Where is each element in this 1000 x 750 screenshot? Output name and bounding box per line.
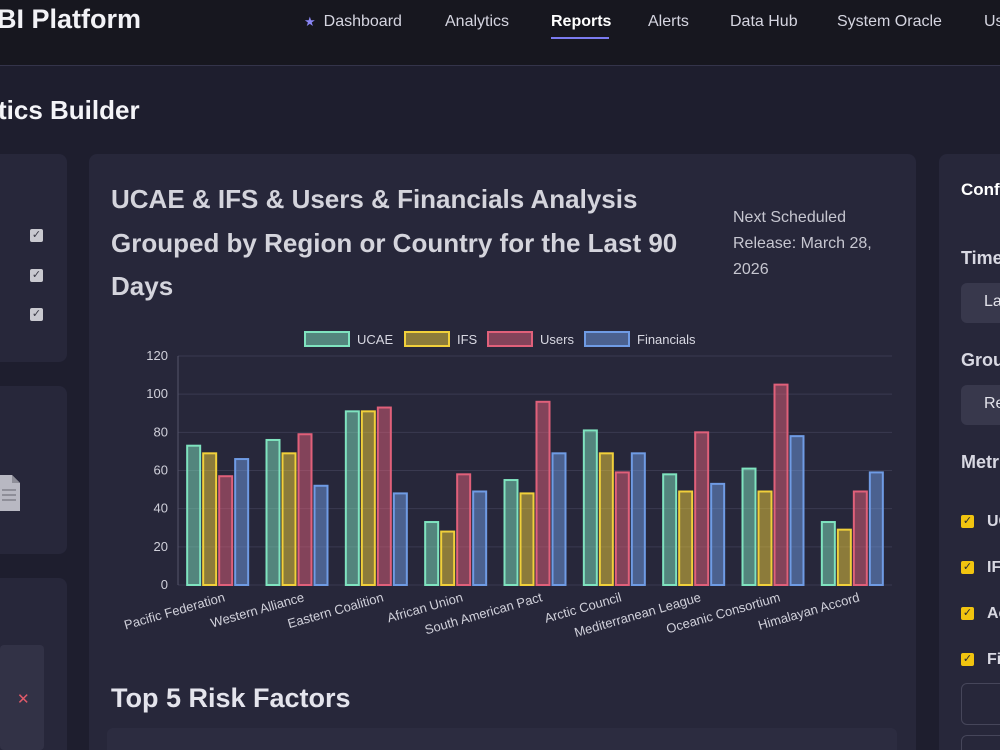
bar xyxy=(551,452,567,586)
bar xyxy=(313,484,329,586)
risk-factors-panel xyxy=(107,728,897,750)
y-tick-label: 40 xyxy=(154,501,168,516)
nav-dashboard[interactable]: ★ Dashboard xyxy=(304,12,402,32)
brand-title: BI Platform xyxy=(0,4,142,34)
chart-title: UCAE & IFS & Users & Financials Analysis… xyxy=(111,184,678,301)
bar xyxy=(662,473,678,586)
bar xyxy=(281,452,297,586)
metric-checkbox[interactable]: ✓ xyxy=(961,561,974,574)
metric-checkbox[interactable]: ✓ xyxy=(961,653,974,666)
config-title: Conf xyxy=(961,180,1000,199)
metrics-label: Metr xyxy=(961,452,1000,472)
config-input[interactable] xyxy=(961,735,1000,750)
bar xyxy=(186,444,202,586)
legend-label: IFS xyxy=(457,332,478,347)
metric-label: Fi xyxy=(987,651,1000,668)
bar xyxy=(360,410,376,587)
bar xyxy=(614,471,630,587)
y-tick-label: 0 xyxy=(161,577,168,592)
legend-swatch xyxy=(404,331,450,347)
bar xyxy=(773,383,789,586)
legend-swatch xyxy=(584,331,630,347)
legend-swatch xyxy=(487,331,533,347)
legend-label: UCAE xyxy=(357,332,393,347)
top-navbar: BI Platform ★ Dashboard Analytics Reports… xyxy=(0,0,1000,66)
section-title: Top 5 Risk Factors xyxy=(111,683,351,713)
close-icon[interactable]: ✕ xyxy=(17,691,30,708)
config-panel xyxy=(939,154,1000,750)
config-input[interactable] xyxy=(961,683,1000,725)
legend-swatch xyxy=(304,331,350,347)
active-tab-indicator xyxy=(551,37,609,39)
nav-alerts[interactable]: Alerts xyxy=(648,13,689,30)
bar xyxy=(741,467,757,586)
bar xyxy=(535,400,551,586)
bar xyxy=(694,431,710,587)
bar xyxy=(598,452,614,586)
bar xyxy=(424,521,440,586)
legend-label: Financials xyxy=(637,332,696,347)
filter-checkbox[interactable]: ✓ xyxy=(30,229,43,242)
y-tick-label: 100 xyxy=(146,386,168,401)
release-note: Next Scheduled Release: March 28, 2026 xyxy=(733,209,872,278)
bar xyxy=(820,521,836,586)
filter-checkbox[interactable]: ✓ xyxy=(30,269,43,282)
nav-system-oracle[interactable]: System Oracle xyxy=(837,13,942,30)
left-filter-panel xyxy=(0,154,67,362)
bar xyxy=(265,438,281,587)
bar xyxy=(297,433,313,586)
y-tick-label: 60 xyxy=(154,463,168,478)
list-item[interactable] xyxy=(0,645,44,750)
bar xyxy=(789,435,805,587)
bar xyxy=(440,530,456,586)
bar xyxy=(678,490,694,586)
nav-reports[interactable]: Reports xyxy=(551,13,612,30)
group-label: Grou xyxy=(961,350,1000,370)
nav-data-hub[interactable]: Data Hub xyxy=(730,13,798,30)
bar xyxy=(630,452,646,586)
metric-label: UC xyxy=(987,513,1000,530)
bar xyxy=(519,492,535,586)
bar xyxy=(836,528,852,587)
legend-label: Users xyxy=(540,332,574,347)
bar xyxy=(202,452,218,586)
metric-label: Ac xyxy=(987,605,1000,622)
bar xyxy=(582,429,598,586)
nav-dashboard-label: Dashboard xyxy=(323,13,402,30)
star-icon: ★ xyxy=(304,14,316,29)
time-label: Time xyxy=(961,248,1000,268)
bar xyxy=(852,490,868,586)
bar xyxy=(456,473,472,586)
y-tick-label: 80 xyxy=(154,424,168,439)
filter-checkbox[interactable]: ✓ xyxy=(30,308,43,321)
bar xyxy=(218,475,234,587)
metric-label: IF xyxy=(987,559,1000,576)
bar xyxy=(234,458,250,586)
y-tick-label: 120 xyxy=(146,348,168,363)
document-icon xyxy=(0,475,20,511)
metric-checkbox[interactable]: ✓ xyxy=(961,515,974,528)
time-select[interactable]: La xyxy=(961,283,1000,323)
bar xyxy=(868,471,884,587)
group-select[interactable]: Re xyxy=(961,385,1000,425)
nav-analytics[interactable]: Analytics xyxy=(445,13,510,30)
metric-checkbox[interactable]: ✓ xyxy=(961,607,974,620)
bar xyxy=(376,406,392,587)
nav-users[interactable]: Us xyxy=(984,13,1000,30)
left-files-panel xyxy=(0,386,67,554)
page-title: tics Builder xyxy=(0,95,140,125)
y-tick-label: 20 xyxy=(154,539,168,554)
bar xyxy=(757,490,773,586)
bar xyxy=(344,410,360,587)
bar xyxy=(392,492,408,586)
bar xyxy=(503,479,519,587)
bar xyxy=(710,482,726,587)
bar xyxy=(472,490,488,586)
